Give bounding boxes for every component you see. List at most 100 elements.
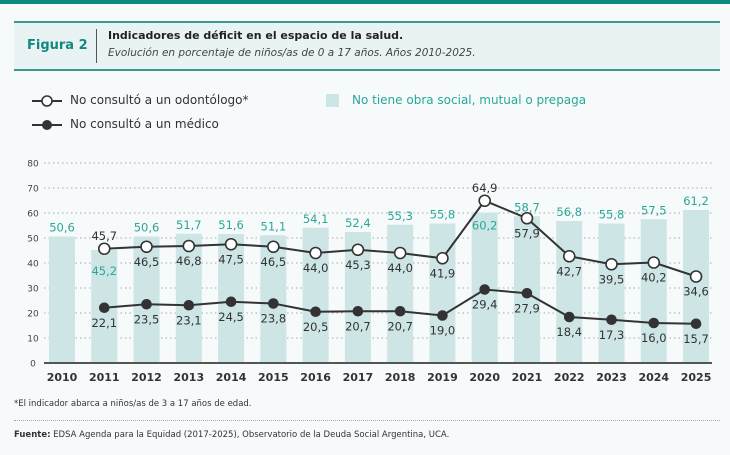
odontologo-value-label: 46,8 (176, 254, 202, 268)
bar-value-label: 51,1 (261, 219, 287, 233)
medico-value-label: 23,8 (261, 312, 287, 326)
x-tick-label: 2018 (385, 371, 416, 384)
legend-filled-circle-icon (32, 120, 62, 130)
odontologo-value-label: 45,3 (345, 258, 371, 272)
odontologo-marker (182, 239, 196, 253)
bar-value-label: 57,5 (641, 203, 667, 217)
odontologo-value-label: 41,9 (430, 266, 456, 280)
medico-value-label: 23,5 (134, 312, 160, 326)
bar-value-label: 51,6 (218, 218, 244, 232)
odontologo-marker (393, 246, 407, 260)
chart-plot: 0 10 20 30 40 50 60 70 80 2010 2011 2012 2013 2014 201… (27, 160, 712, 384)
legend-bar-swatch (326, 94, 339, 107)
odontologo-marker (562, 249, 576, 263)
figure-header: Figura 2 Indicadores de déficit en el es… (14, 21, 720, 71)
y-tick-label: 50 (27, 235, 39, 245)
medico-marker (394, 305, 406, 317)
odontologo-marker (309, 246, 322, 260)
medico-value-label: 17,3 (599, 328, 625, 342)
odontologo-value-label: 44,0 (387, 261, 413, 275)
odontologo-marker (97, 242, 111, 256)
y-tick-label: 70 (27, 185, 39, 195)
bar-value-label: 54,1 (303, 212, 329, 226)
x-tick-label: 2019 (427, 371, 458, 384)
bar-value-label: 50,6 (134, 221, 160, 235)
medico-value-label: 20,7 (345, 319, 371, 333)
medico-marker (437, 310, 448, 321)
medico-value-label: 20,7 (387, 319, 413, 333)
medico-marker (268, 298, 279, 309)
x-tick-label: 2024 (638, 371, 669, 384)
bar-value-label: 55,8 (430, 208, 456, 222)
medico-marker (98, 302, 110, 314)
x-tick-label: 2021 (512, 371, 543, 384)
figure-label: Figura 2 (27, 38, 88, 53)
odontologo-marker (689, 270, 703, 283)
y-tick-label: 30 (27, 285, 39, 295)
x-tick-label: 2012 (131, 371, 162, 384)
medico-marker (183, 299, 195, 311)
medico-marker (563, 311, 575, 323)
footnote: *El indicador abarca a niños/as de 3 a 1… (14, 399, 252, 409)
legend-medico: No consultó a un médico (70, 117, 219, 131)
odontologo-value-label: 42,7 (556, 264, 582, 278)
bar (556, 221, 583, 363)
odontologo-value-label: 46,5 (134, 255, 160, 269)
medico-value-label: 27,9 (514, 301, 540, 315)
bar (49, 236, 75, 363)
bar-value-label: 55,3 (387, 209, 413, 223)
odontologo-marker (478, 194, 492, 208)
bar-value-label: 51,7 (176, 218, 202, 232)
bar-value-label: 52,4 (345, 216, 371, 230)
medico-value-label: 22,1 (91, 316, 117, 330)
chart-title: Indicadores de déficit en el espacio de … (108, 29, 404, 42)
medico-value-label: 23,1 (176, 313, 202, 327)
source-label: Fuente: (14, 430, 51, 440)
odontologo-value-label: 39,5 (599, 272, 625, 286)
x-tick-label: 2022 (554, 371, 585, 384)
odontologo-marker (267, 240, 280, 254)
medico-marker (141, 298, 152, 310)
bar-value-label: 56,8 (556, 205, 582, 219)
odontologo-value-label: 44,0 (303, 261, 329, 275)
legend-obra-social: No tiene obra social, mutual o prepaga (352, 93, 587, 107)
odontologo-value-label: 46,5 (261, 255, 287, 269)
medico-value-label: 19,0 (430, 324, 456, 338)
bar (640, 219, 667, 363)
medico-marker (606, 314, 617, 326)
chart-subtitle: Evolución en porcentaje de niños/as de 0… (108, 47, 476, 59)
legend-odontologo: No consultó a un odontólogo* (70, 93, 249, 107)
medico-value-label: 15,7 (683, 332, 709, 346)
top-accent-bar (0, 0, 730, 4)
bar-value-label: 60,2 (472, 219, 498, 233)
odontologo-marker (436, 251, 449, 265)
y-tick-label: 60 (27, 210, 39, 220)
bar-value-label: 45,2 (91, 264, 117, 278)
odontologo-marker (140, 240, 153, 254)
medico-marker (225, 296, 237, 308)
medico-value-label: 24,5 (218, 310, 244, 324)
x-tick-label: 2023 (596, 371, 627, 384)
medico-marker (310, 306, 321, 318)
odontologo-value-label: 47,5 (218, 252, 244, 266)
bar-value-label: 50,6 (49, 221, 75, 235)
medico-marker (648, 317, 660, 329)
medico-marker (352, 305, 364, 317)
bar-value-label: 61,2 (683, 194, 709, 208)
separator (14, 420, 720, 421)
x-tick-label: 2010 (47, 371, 78, 384)
bar (683, 210, 710, 363)
medico-marker (690, 318, 702, 330)
legend-open-circle-icon (32, 95, 62, 107)
header-divider (96, 29, 97, 63)
bar (387, 224, 414, 363)
bar-value-label: 55,8 (599, 208, 625, 222)
source-note: Fuente: EDSA Agenda para la Equidad (201… (14, 430, 449, 440)
odontologo-marker (351, 243, 365, 257)
odontologo-value-label: 45,7 (91, 229, 117, 243)
odontologo-marker (224, 237, 238, 251)
y-tick-label: 40 (27, 260, 39, 270)
x-tick-label: 2013 (173, 371, 204, 384)
odontologo-value-label: 57,9 (514, 226, 540, 240)
